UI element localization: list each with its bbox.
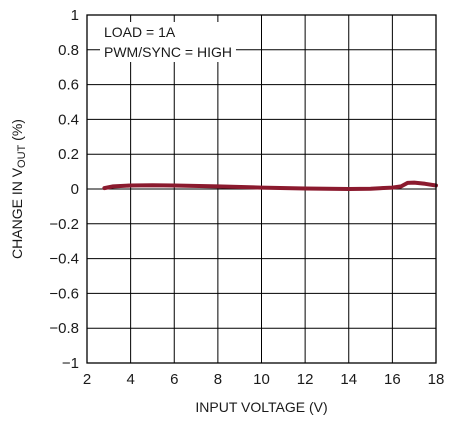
x-tick-label: 8 bbox=[214, 371, 222, 388]
y-tick-labels: 1 0.8 0.6 0.4 0.2 0 −0.2 −0.4 −0.6 −0.8 −1 bbox=[49, 7, 79, 372]
y-tick-label: 0.4 bbox=[58, 111, 79, 128]
x-tick-label: 12 bbox=[297, 371, 314, 388]
y-tick-label: 0.6 bbox=[58, 77, 79, 94]
x-axis-title: INPUT VOLTAGE (V) bbox=[195, 399, 327, 415]
x-tick-label: 18 bbox=[428, 371, 445, 388]
series-layer bbox=[102, 180, 438, 191]
x-tick-labels: 2 4 6 8 10 12 14 16 18 bbox=[83, 371, 445, 388]
annotation-pwm-sync: PWM/SYNC = HIGH bbox=[104, 44, 232, 60]
x-tick-label: 14 bbox=[340, 371, 357, 388]
y-tick-label: −0.6 bbox=[49, 285, 79, 302]
y-tick-label: 1 bbox=[71, 7, 79, 24]
y-tick-label: −0.4 bbox=[49, 251, 79, 268]
y-tick-label: 0 bbox=[71, 181, 79, 198]
y-tick-label: 0.2 bbox=[58, 146, 79, 163]
y-axis-title-prefix: CHANGE IN V bbox=[9, 167, 25, 259]
x-tick-label: 16 bbox=[384, 371, 401, 388]
y-tick-label: −0.8 bbox=[49, 320, 79, 337]
x-tick-label: 6 bbox=[170, 371, 178, 388]
x-tick-label: 4 bbox=[126, 371, 134, 388]
y-tick-label: 0.8 bbox=[58, 42, 79, 59]
y-tick-label: −0.2 bbox=[49, 216, 79, 233]
annotation-load: LOAD = 1A bbox=[104, 24, 176, 40]
y-axis-title-subscript: OUT bbox=[16, 144, 28, 168]
x-tick-label: 2 bbox=[83, 371, 91, 388]
plot-frame bbox=[86, 14, 437, 364]
y-tick-label: −1 bbox=[62, 355, 79, 372]
series-line bbox=[102, 180, 438, 191]
y-axis-title-suffix: (%) bbox=[9, 119, 25, 145]
annotation-box bbox=[100, 22, 236, 62]
y-axis-title: CHANGE IN VOUT (%) bbox=[9, 119, 28, 259]
x-tick-label: 10 bbox=[253, 371, 270, 388]
